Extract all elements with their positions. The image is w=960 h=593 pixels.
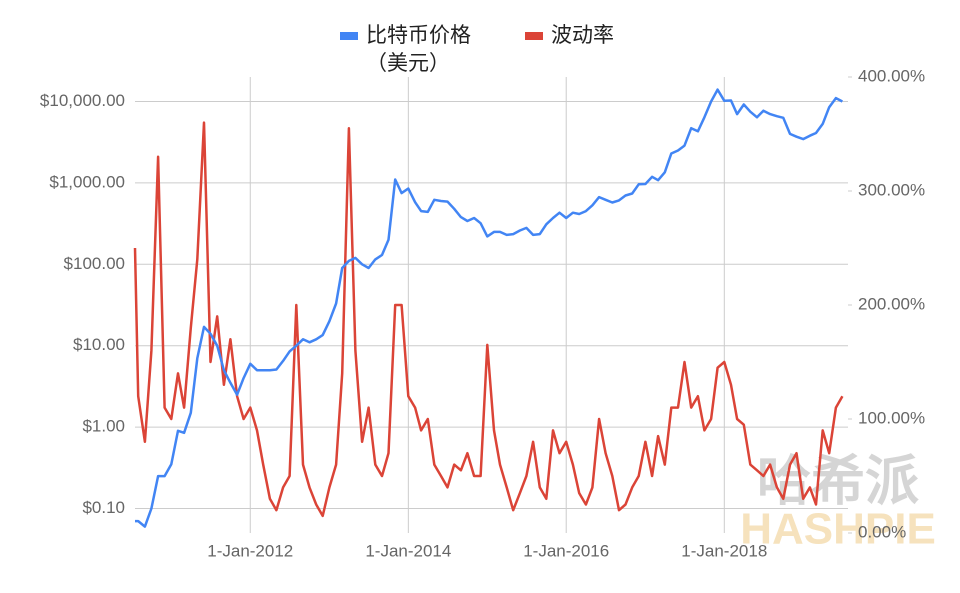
series-line [133,121,844,518]
series-line [135,88,843,528]
x-tick-label: 1-Jan-2016 [523,541,609,560]
y-tick-label: $0.10 [82,498,125,517]
y2-tick-label: 0.00% [858,522,906,541]
legend-item: 比特币价格（美元） [340,22,500,78]
legend-swatch [525,32,543,40]
watermark: HASHPIE [740,505,936,554]
y2-tick-label: 100.00% [858,408,925,427]
x-tick-label: 1-Jan-2012 [207,541,293,560]
legend-label: 比特币价格（美元） [366,24,471,75]
y-tick-label: $10,000.00 [40,91,125,110]
legend-swatch [340,32,358,40]
watermark: 哈希派 [757,451,919,511]
x-tick-label: 1-Jan-2014 [365,541,451,560]
y-tick-label: $100.00 [64,254,125,273]
y-tick-label: $1,000.00 [49,172,125,191]
y-tick-label: $1.00 [82,417,125,436]
y2-tick-label: 300.00% [858,180,925,199]
y-tick-label: $10.00 [73,335,125,354]
y2-tick-label: 200.00% [858,294,925,313]
legend-label: 波动率 [551,24,614,47]
x-tick-label: 1-Jan-2018 [681,541,767,560]
y2-tick-label: 400.00% [858,66,925,85]
legend-item: 波动率 [525,22,614,50]
